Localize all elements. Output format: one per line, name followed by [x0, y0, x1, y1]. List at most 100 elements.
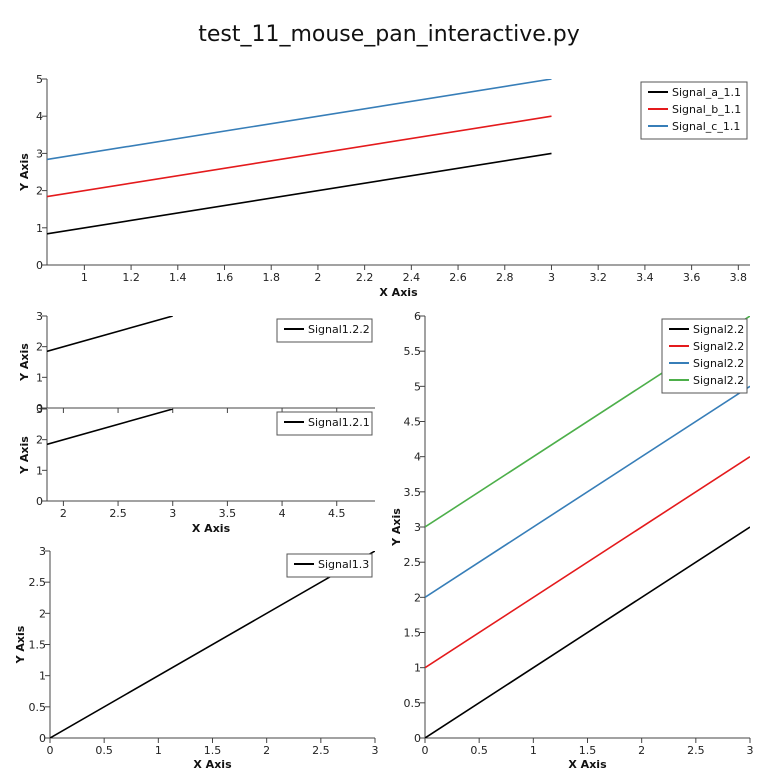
- x-tick-label: 3.6: [683, 271, 701, 284]
- x-tick-label: 3: [372, 744, 379, 757]
- y-axis-label: Y Axis: [390, 508, 403, 547]
- x-tick-label: 2: [263, 744, 270, 757]
- legend-entry: Signal2.2: [693, 357, 744, 370]
- y-tick-label: 4: [414, 451, 421, 464]
- series-line-1: [47, 152, 552, 235]
- legend: Signal1.3: [286, 553, 373, 578]
- legend-box: [276, 411, 373, 436]
- y-axis-label: Y Axis: [14, 625, 27, 664]
- x-tick-label: 1: [81, 271, 88, 284]
- y-tick-label: 2: [414, 591, 421, 604]
- x-tick-label: 3: [548, 271, 555, 284]
- y-tick-label: 0: [414, 732, 421, 745]
- legend-entry: Signal_a_1.1: [672, 86, 741, 99]
- plot-1-2-2[interactable]: 0 1 2 3 Y Axis Signal1.2.2: [18, 310, 375, 415]
- x-tick-label: 2: [314, 271, 321, 284]
- series-line-2: [47, 115, 552, 198]
- y-tick-label: 2: [36, 185, 43, 198]
- y-tick-label: 0: [39, 732, 46, 745]
- series-line-1: [425, 526, 750, 738]
- series-line-1: [50, 551, 375, 738]
- x-axis-label: X Axis: [193, 758, 232, 771]
- x-tick-label: 3.4: [636, 271, 654, 284]
- y-tick-label: 0: [36, 495, 43, 508]
- legend: Signal2.2 Signal2.2 Signal2.2 Signal2.2: [661, 318, 748, 394]
- series-group: [50, 551, 375, 738]
- x-tick-label: 2.8: [496, 271, 514, 284]
- x-tick-label: 1.5: [579, 744, 597, 757]
- y-tick-label: 1: [414, 662, 421, 675]
- x-tick-label: 3.2: [589, 271, 607, 284]
- y-tick-label: 3: [39, 545, 46, 558]
- x-axis-label: X Axis: [568, 758, 607, 771]
- y-tick-label: 2: [36, 434, 43, 447]
- x-tick-label: 3: [169, 507, 176, 520]
- x-tick-label: 1.8: [262, 271, 280, 284]
- x-tick-label: 3.5: [219, 507, 237, 520]
- x-axis-label: X Axis: [192, 522, 231, 535]
- x-tick-label: 4: [279, 507, 286, 520]
- y-tick-label: 4: [36, 110, 43, 123]
- legend: Signal1.2.1: [276, 411, 373, 436]
- x-tick-label: 0: [47, 744, 54, 757]
- x-tick-label: 1.2: [122, 271, 140, 284]
- x-tick-label: 1: [155, 744, 162, 757]
- series-line-1: [47, 409, 173, 446]
- x-tick-label: 1.5: [204, 744, 222, 757]
- x-tick-label: 3: [747, 744, 754, 757]
- x-tick-label: 4.5: [328, 507, 346, 520]
- y-tick-label: 3: [36, 310, 43, 323]
- legend-entry: Signal_c_1.1: [672, 120, 740, 133]
- y-tick-label: 0: [36, 259, 43, 272]
- legend: Signal1.2.2: [276, 318, 373, 343]
- x-tick-label: 1: [530, 744, 537, 757]
- series-group: [47, 79, 552, 235]
- y-tick-label: 2: [39, 607, 46, 620]
- y-tick-label: 0.5: [404, 697, 422, 710]
- y-tick-label: 1: [39, 670, 46, 683]
- legend-entry: Signal1.2.1: [308, 416, 370, 429]
- x-tick-label: 1.4: [169, 271, 187, 284]
- y-tick-label: 3.5: [404, 486, 422, 499]
- x-tick-label: 0.5: [95, 744, 113, 757]
- legend-entry: Signal1.2.2: [308, 323, 370, 336]
- x-tick-label: 2.5: [312, 744, 330, 757]
- x-axis-label: X Axis: [379, 286, 418, 299]
- x-tick-label: 0: [422, 744, 429, 757]
- legend-entry: Signal2.2: [693, 323, 744, 336]
- series-group: [47, 409, 173, 446]
- plot-1-3[interactable]: 0 0.5 1 1.5 2 2.5 3 0 0.5 1 1.5 2 2.5 3 X Axis Y Axis Si…: [14, 545, 379, 771]
- legend-box: [286, 553, 373, 578]
- y-tick-label: 0.5: [29, 701, 47, 714]
- y-tick-label: 4.5: [404, 416, 422, 429]
- series-line-1: [47, 316, 173, 353]
- plot-1-2-1[interactable]: 2 2.5 3 3.5 4 4.5 0 1 2 3 X Axis Y Axis Signal1.2.1: [18, 403, 375, 535]
- y-axis-label: Y Axis: [18, 153, 31, 192]
- y-tick-label: 1: [36, 222, 43, 235]
- y-tick-label: 3: [36, 147, 43, 160]
- y-tick-label: 5: [36, 73, 43, 86]
- y-tick-label: 5: [414, 380, 421, 393]
- y-tick-label: 3: [36, 403, 43, 416]
- y-tick-label: 1: [36, 464, 43, 477]
- y-tick-label: 1.5: [404, 627, 422, 640]
- y-axis-label: Y Axis: [18, 343, 31, 382]
- x-tick-label: 2: [638, 744, 645, 757]
- legend-box: [276, 318, 373, 343]
- y-tick-label: 1.5: [29, 639, 47, 652]
- x-tick-label: 2.2: [356, 271, 374, 284]
- legend-entry: Signal2.2: [693, 374, 744, 387]
- x-tick-label: 3.8: [730, 271, 748, 284]
- y-tick-label: 1: [36, 371, 43, 384]
- series-group: [47, 316, 173, 353]
- figure-title: test_11_mouse_pan_interactive.py: [198, 22, 580, 47]
- plot-2-2[interactable]: 0 0.5 1 1.5 2 2.5 3 0 0.5 1 1.5 2 2.5 3 3.5 4 4.5 5 5.5 6 X …: [390, 310, 754, 771]
- legend: Signal_a_1.1 Signal_b_1.1 Signal_c_1.1: [640, 81, 748, 140]
- legend-entry: Signal_b_1.1: [672, 103, 741, 116]
- series-line-3: [425, 385, 750, 598]
- y-tick-label: 2.5: [404, 556, 422, 569]
- plot-1-1[interactable]: 1 1.2 1.4 1.6 1.8 2 2.2 2.4 2.6 2.8 3 3.2 3.4 3.6 3.8 0…: [18, 73, 750, 299]
- y-tick-label: 6: [414, 310, 421, 323]
- legend-entry: Signal1.3: [318, 558, 369, 571]
